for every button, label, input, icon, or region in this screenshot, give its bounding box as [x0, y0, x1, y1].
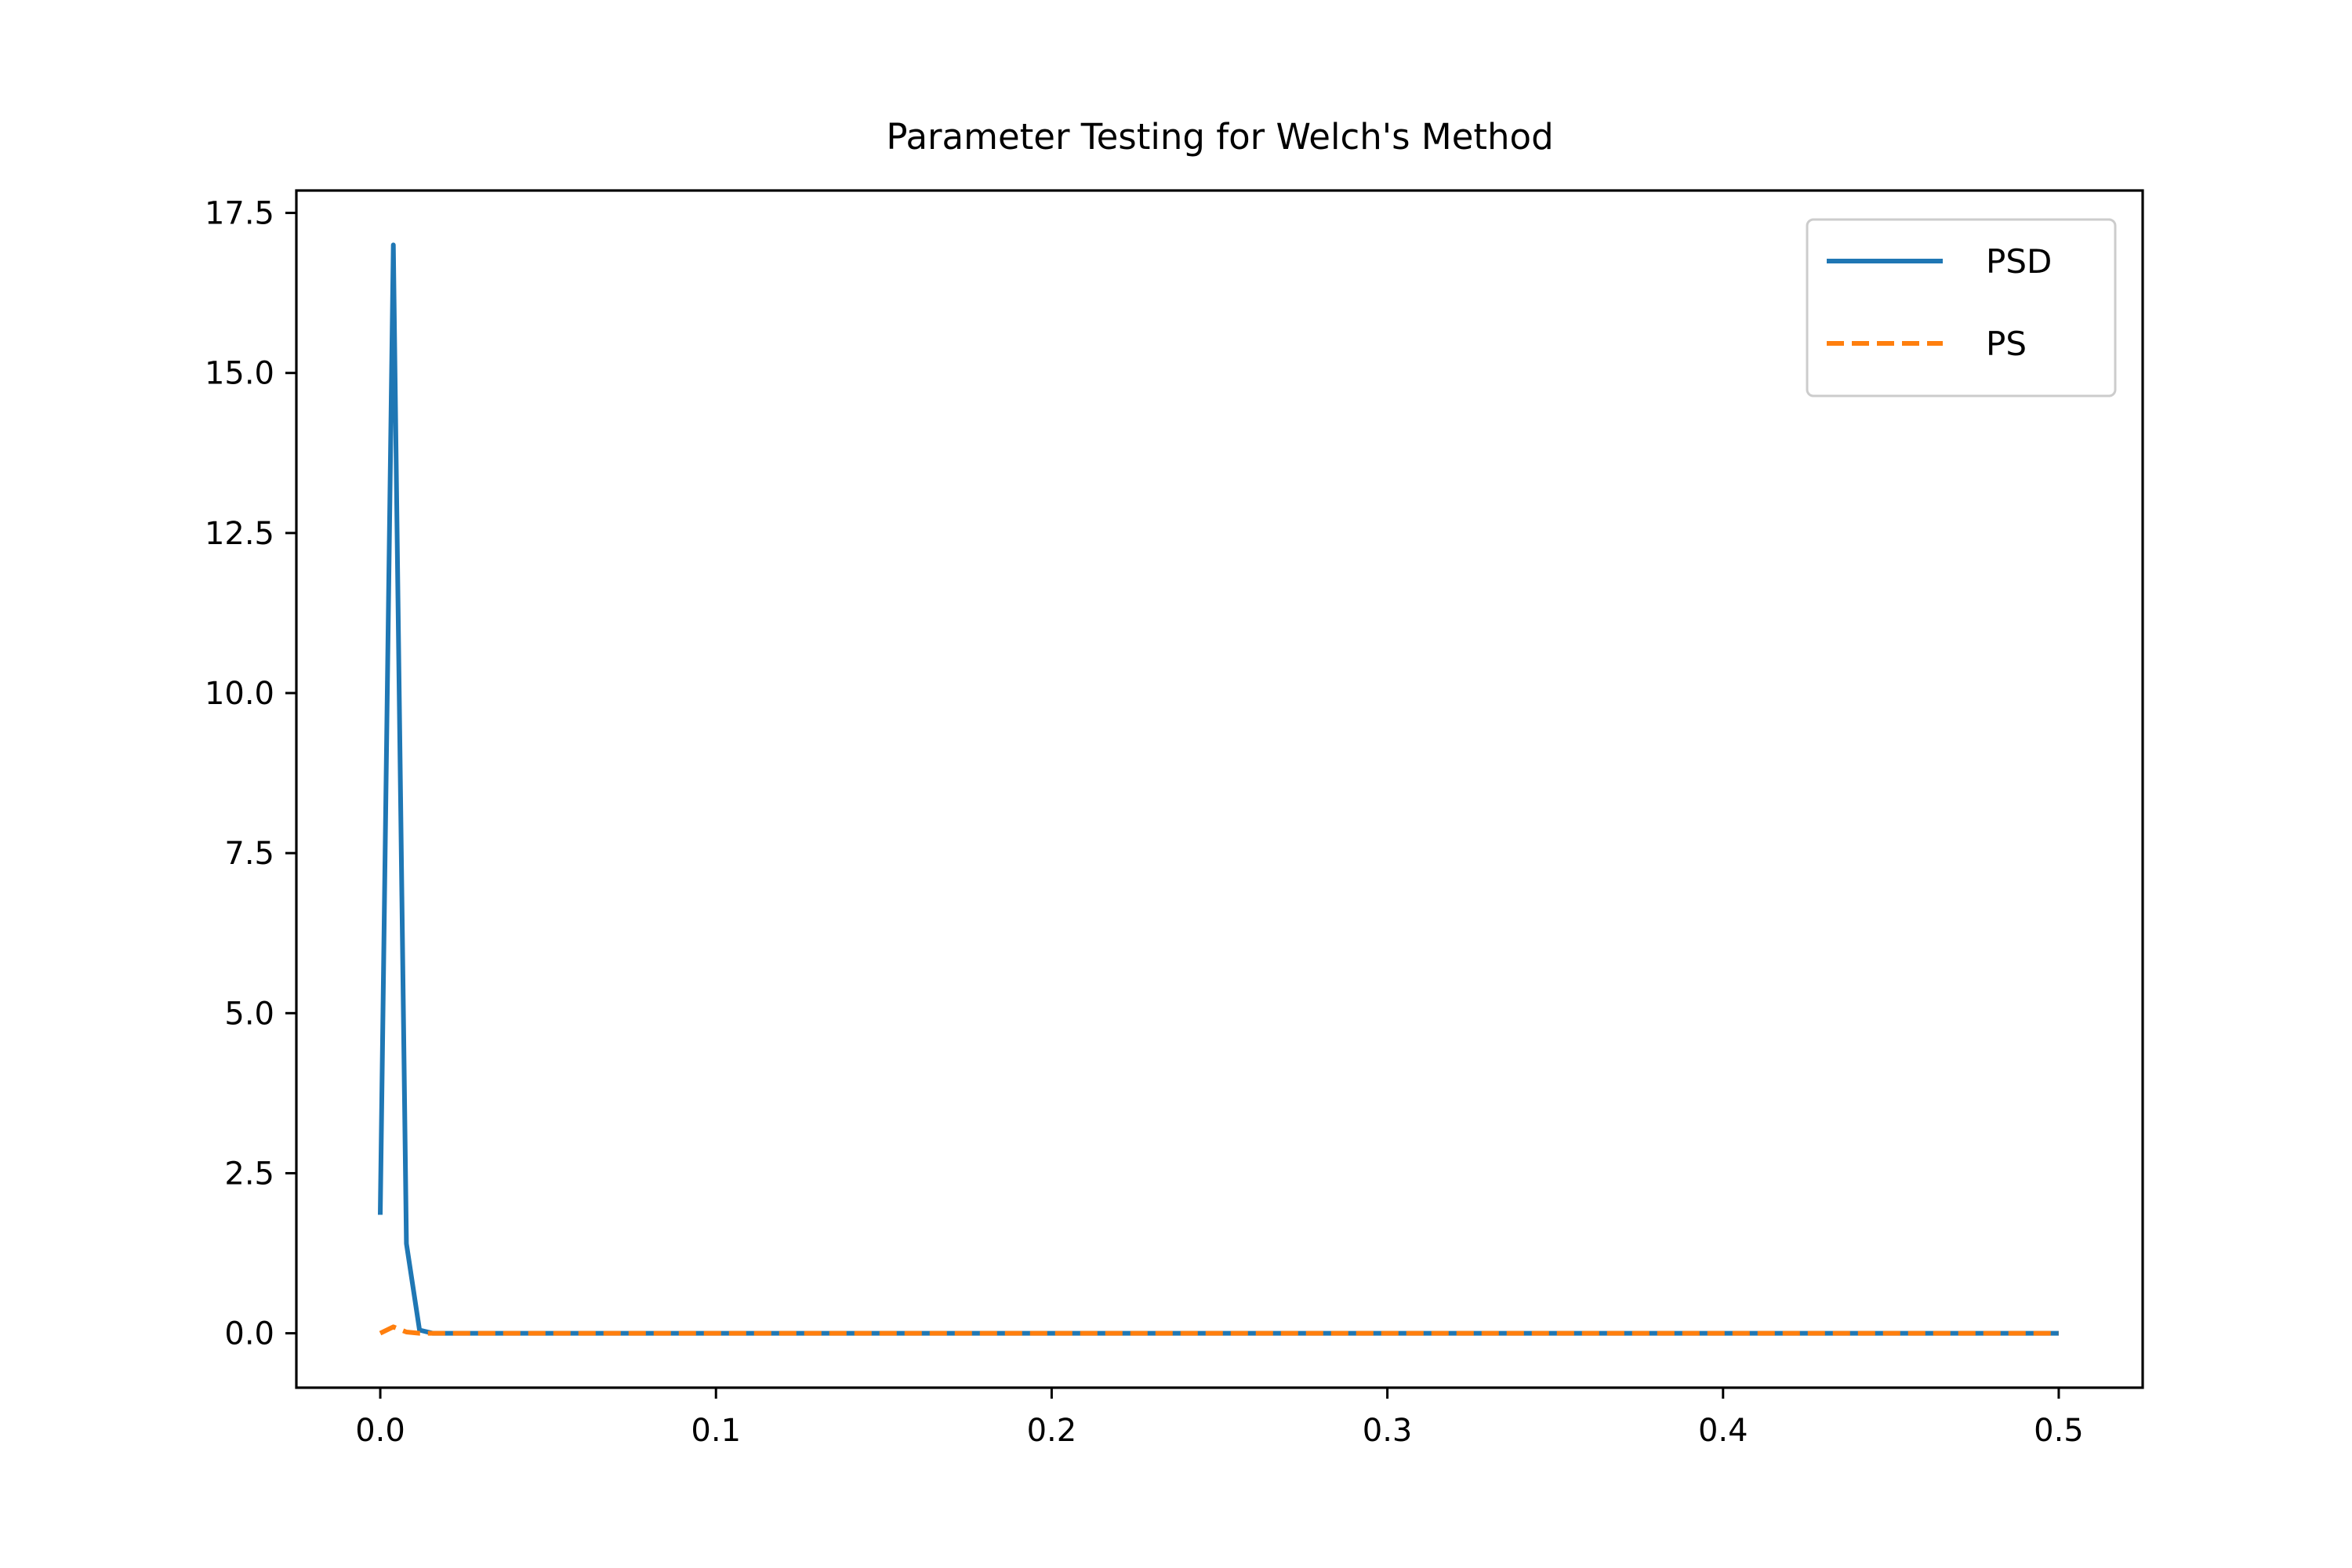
chart-title: Parameter Testing for Welch's Method: [886, 116, 1553, 158]
y-tick-label: 17.5: [205, 196, 274, 232]
y-tick-label: 10.0: [205, 676, 274, 712]
x-axis: 0.0 0.1 0.2 0.3 0.4 0.5: [355, 1388, 2084, 1449]
legend-label-ps: PS: [1986, 325, 2027, 363]
plot-area: [378, 242, 2059, 1336]
legend-box: [1806, 218, 2117, 397]
y-tick-label: 15.0: [205, 356, 274, 392]
x-tick-label: 0.3: [1363, 1413, 1413, 1449]
series-line-ps: [379, 1324, 2059, 1336]
x-tick-label: 0.5: [2034, 1413, 2084, 1449]
legend: PSD PS: [1806, 218, 2117, 397]
y-axis: 0.0 2.5 5.0 7.5 10.0 12.5 15.0 17.5: [205, 196, 296, 1352]
x-tick-label: 0.1: [691, 1413, 741, 1449]
y-tick-label: 2.5: [224, 1156, 274, 1192]
y-tick-label: 0.0: [224, 1316, 274, 1352]
x-tick-label: 0.2: [1027, 1413, 1077, 1449]
y-tick-label: 5.0: [224, 996, 274, 1032]
y-tick-label: 12.5: [205, 516, 274, 552]
series-line-psd: [378, 242, 2059, 1336]
x-tick-label: 0.4: [1698, 1413, 1748, 1449]
axes-frame: [295, 189, 2144, 1389]
legend-label-psd: PSD: [1986, 242, 2052, 281]
y-tick-label: 7.5: [224, 836, 274, 872]
x-tick-label: 0.0: [355, 1413, 405, 1449]
